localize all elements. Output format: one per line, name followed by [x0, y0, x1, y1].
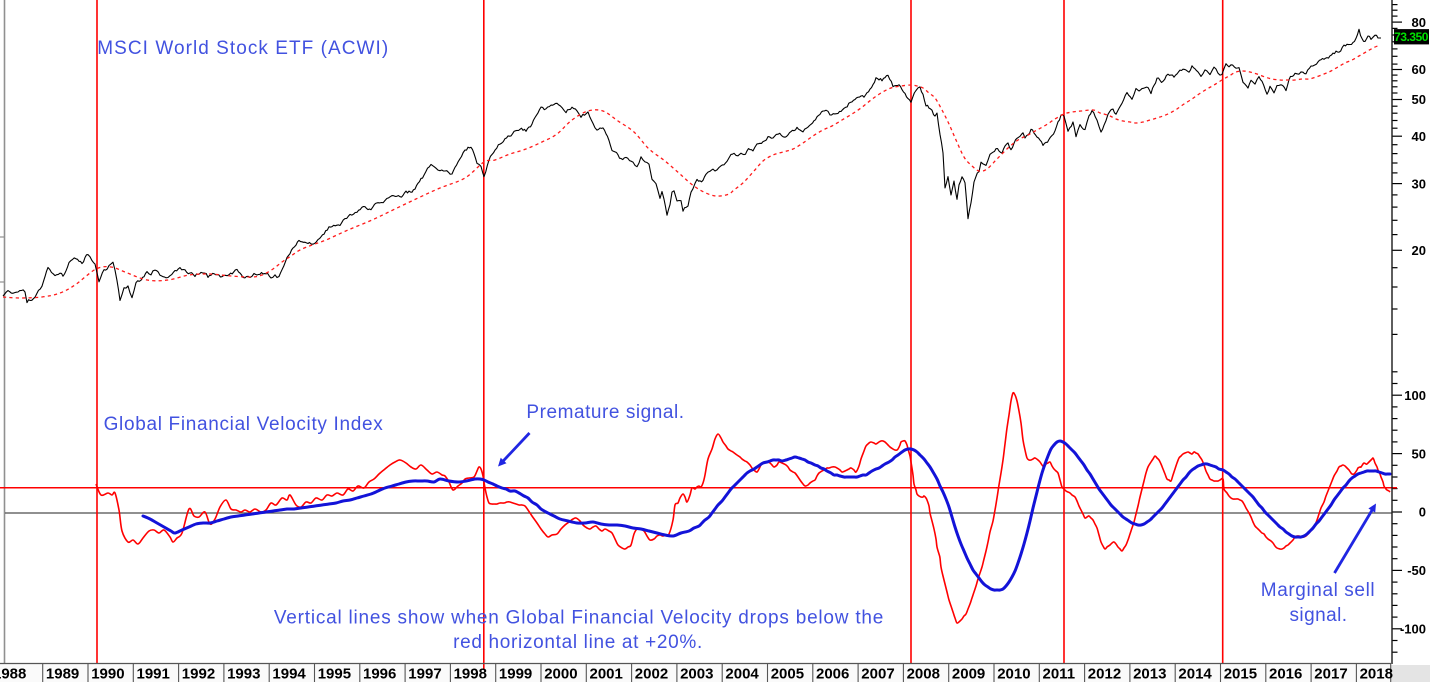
svg-text:1998: 1998 [454, 666, 487, 682]
svg-text:1999: 1999 [499, 666, 532, 682]
svg-text:1993: 1993 [227, 666, 260, 682]
svg-text:2004: 2004 [725, 666, 759, 682]
svg-text:2005: 2005 [771, 666, 804, 682]
svg-text:-100: -100 [1400, 622, 1426, 637]
svg-text:MSCI World Stock ETF (ACWI): MSCI World Stock ETF (ACWI) [97, 38, 389, 59]
svg-text:Premature signal.: Premature signal. [526, 402, 684, 423]
svg-text:50: 50 [1412, 446, 1426, 461]
svg-text:100: 100 [1404, 388, 1426, 403]
svg-text:Marginal sell: Marginal sell [1261, 580, 1375, 601]
svg-text:1991: 1991 [137, 666, 170, 682]
svg-text:2009: 2009 [952, 666, 985, 682]
svg-text:20: 20 [1412, 243, 1426, 258]
svg-text:1989: 1989 [46, 666, 79, 682]
svg-text:red horizontal line at +20%.: red horizontal line at +20%. [453, 632, 703, 653]
svg-text:-50: -50 [1407, 563, 1426, 578]
svg-text:Global Financial Velocity Inde: Global Financial Velocity Index [104, 414, 384, 435]
svg-text:2011: 2011 [1043, 666, 1076, 682]
svg-text:2007: 2007 [861, 666, 894, 682]
svg-text:80: 80 [1412, 15, 1426, 30]
svg-text:60: 60 [1412, 62, 1426, 77]
svg-text:1994: 1994 [272, 666, 306, 682]
svg-text:2012: 2012 [1088, 666, 1121, 682]
svg-text:2008: 2008 [907, 666, 940, 682]
svg-text:2006: 2006 [816, 666, 849, 682]
svg-text:2017: 2017 [1314, 666, 1347, 682]
svg-text:2018: 2018 [1360, 666, 1393, 682]
svg-text:1996: 1996 [363, 666, 396, 682]
svg-text:40: 40 [1412, 129, 1426, 144]
svg-text:Vertical lines show when Globa: Vertical lines show when Global Financia… [274, 608, 884, 629]
svg-text:2010: 2010 [997, 666, 1030, 682]
svg-text:1992: 1992 [182, 666, 215, 682]
svg-text:2002: 2002 [635, 666, 668, 682]
svg-text:0: 0 [1419, 505, 1426, 520]
svg-text:2003: 2003 [680, 666, 713, 682]
svg-text:2013: 2013 [1133, 666, 1166, 682]
svg-text:73.350: 73.350 [1394, 30, 1429, 44]
svg-text:1990: 1990 [91, 666, 124, 682]
svg-text:2016: 2016 [1269, 666, 1302, 682]
svg-text:1995: 1995 [318, 666, 351, 682]
svg-text:1997: 1997 [408, 666, 441, 682]
svg-text:30: 30 [1412, 176, 1426, 191]
svg-text:2015: 2015 [1224, 666, 1257, 682]
svg-text:2014: 2014 [1178, 666, 1212, 682]
svg-text:2001: 2001 [590, 666, 623, 682]
svg-text:signal.: signal. [1289, 605, 1347, 626]
svg-text:2000: 2000 [544, 666, 577, 682]
svg-text:50: 50 [1412, 92, 1426, 107]
svg-text:1988: 1988 [0, 666, 26, 682]
